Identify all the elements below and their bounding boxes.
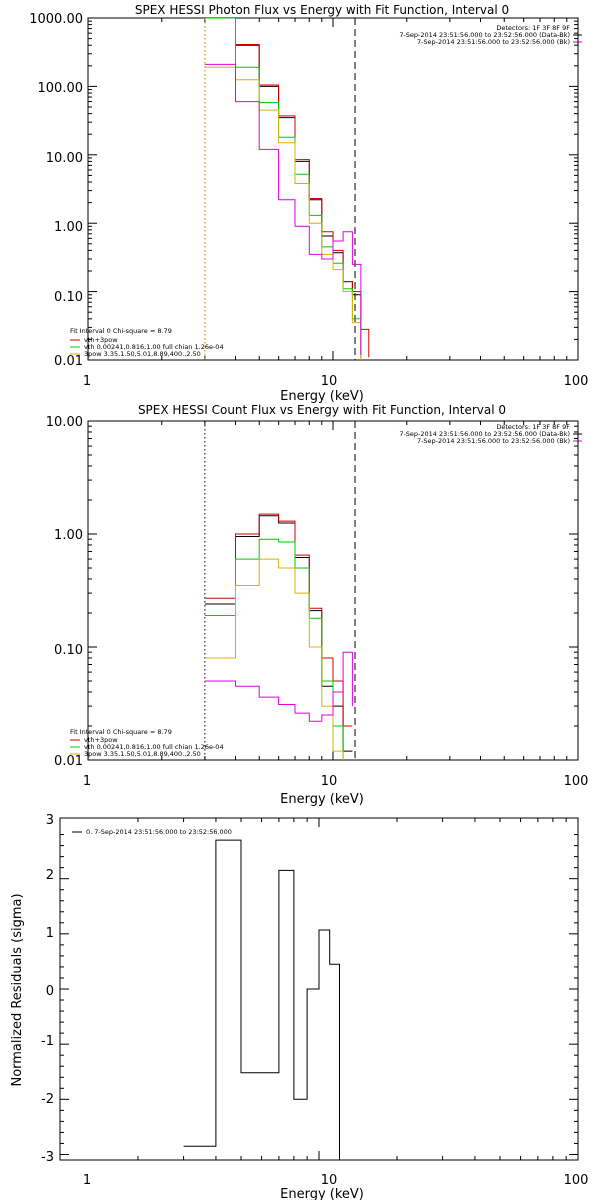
- photon-ytick-label: 1.00: [54, 220, 83, 235]
- count-fit-entry: vth 0.00241,0.816,1.00 full chian 1.26e-…: [84, 743, 224, 751]
- count-ytick-label: 0.10: [54, 643, 83, 658]
- photon-series-4: [204, 63, 362, 355]
- count-legend-header: Detectors: 1F 3F 8F 9F: [496, 423, 570, 431]
- residuals-ytick-label: -1: [41, 1034, 54, 1049]
- count-series-1: [204, 513, 353, 727]
- count-fit-entry: vth+3pow: [84, 736, 118, 744]
- residuals-x-axis-label: Energy (keV): [280, 1187, 364, 1200]
- count-series-0: [204, 515, 353, 752]
- photon-tick-labels: 1 10 100 0.01 0.10 1.00 10.00 100.00 100…: [29, 12, 588, 389]
- photon-legend-entry-bk: 7-Sep-2014 23:51:56.000 to 23:52:56.000 …: [417, 38, 570, 46]
- count-xtick-label: 10: [321, 774, 338, 789]
- residuals-xtick-label: 10: [321, 1173, 338, 1188]
- photon-fit-entry: vth 0.00241,0.816,1.00 full chian 1.26e-…: [84, 343, 224, 351]
- photon-series-0: [204, 18, 362, 358]
- residuals-legend-entry: 0. 7-Sep-2014 23:51:56.000 to 23:52:56.0…: [86, 828, 232, 836]
- count-xtick-label: 1: [83, 774, 91, 789]
- count-chart-title: SPEX HESSI Count Flux vs Energy with Fit…: [138, 403, 506, 417]
- photon-series-2: [204, 18, 362, 360]
- count-x-axis-label: Energy (keV): [280, 792, 364, 807]
- residuals-xtick-label: 1: [83, 1173, 91, 1188]
- photon-fit-entry: 3pow 3.35,1.50,5.01,8.89,400.,2.50: [84, 350, 201, 358]
- residuals-ytick-label: -2: [41, 1092, 54, 1107]
- residuals-ytick-label: 1: [46, 926, 54, 941]
- photon-ytick-label: 10.00: [46, 151, 83, 166]
- photon-axes-frame: [87, 17, 579, 361]
- residuals-panel: Energy (keV) Normalized Residuals (sigma…: [10, 813, 588, 1200]
- photon-legend-bottom-left: Fit Interval 0 Chi-square = 8.79 vth+3po…: [70, 327, 224, 358]
- photon-fit-header: Fit Interval 0 Chi-square = 8.79: [70, 327, 172, 335]
- count-series-4: [204, 651, 353, 722]
- residuals-tick-labels: 1 10 100 -3 -2 -1 0 1 2 3: [41, 813, 588, 1188]
- count-legend-entry-data-bk: 7-Sep-2014 23:51:56.000 to 23:52:56.000 …: [399, 430, 570, 438]
- count-tick-labels: 1 10 100 0.01 0.10 1.00 10.00: [46, 415, 589, 789]
- count-ytick-label: 10.00: [46, 415, 83, 430]
- photon-ytick-label: 100.00: [38, 81, 84, 96]
- photon-x-axis-label: Energy (keV): [280, 389, 364, 404]
- count-legend-entry-bk: 7-Sep-2014 23:51:56.000 to 23:52:56.000 …: [417, 437, 570, 445]
- count-legend-top-right: Detectors: 1F 3F 8F 9F 7-Sep-2014 23:51:…: [399, 423, 582, 445]
- count-ytick-label: 1.00: [54, 528, 83, 543]
- count-fit-entry: 3pow 3.35,1.50,5.01,8.89,400.,2.50: [84, 750, 201, 758]
- count-fit-header: Fit Interval 0 Chi-square = 8.79: [70, 728, 172, 736]
- count-xtick-label: 100: [564, 774, 589, 789]
- count-series-2: [204, 538, 344, 760]
- count-flux-panel: SPEX HESSI Count Flux vs Energy with Fit…: [46, 403, 589, 807]
- photon-ytick-label: 0.01: [54, 354, 83, 369]
- photon-legend-top-right: Detectors: 1F 3F 8F 9F 7-Sep-2014 23:51:…: [399, 24, 582, 46]
- photon-fit-entry: vth+3pow: [84, 336, 118, 344]
- photon-series-1: [204, 18, 370, 358]
- photon-chart-title: SPEX HESSI Photon Flux vs Energy with Fi…: [135, 3, 509, 17]
- photon-flux-panel: SPEX HESSI Photon Flux vs Energy with Fi…: [29, 3, 588, 404]
- residuals-ytick-label: 2: [46, 868, 54, 883]
- photon-legend-header: Detectors: 1F 3F 8F 9F: [496, 24, 570, 32]
- residuals-xtick-label: 100: [564, 1173, 589, 1188]
- photon-xtick-label: 10: [321, 374, 338, 389]
- count-ytick-label: 0.01: [54, 754, 83, 769]
- residuals-ytick-label: -3: [41, 1150, 54, 1165]
- photon-xtick-label: 1: [83, 374, 91, 389]
- residuals-y-axis-label: Normalized Residuals (sigma): [10, 893, 25, 1086]
- count-series-3: [204, 558, 344, 760]
- photon-ytick-label: 0.10: [54, 290, 83, 305]
- residuals-series-0: [183, 839, 340, 1160]
- residuals-ytick-label: 0: [46, 984, 54, 999]
- photon-legend-entry-data-bk: 7-Sep-2014 23:51:56.000 to 23:52:56.000 …: [399, 31, 570, 39]
- photon-series-3: [204, 66, 362, 360]
- residuals-legend: 0. 7-Sep-2014 23:51:56.000 to 23:52:56.0…: [72, 828, 232, 836]
- photon-xtick-label: 100: [564, 374, 589, 389]
- photon-ytick-label: 1000.00: [29, 12, 83, 27]
- residuals-ytick-label: 3: [46, 813, 54, 828]
- count-legend-bottom-left: Fit Interval 0 Chi-square = 8.79 vth+3po…: [70, 728, 224, 758]
